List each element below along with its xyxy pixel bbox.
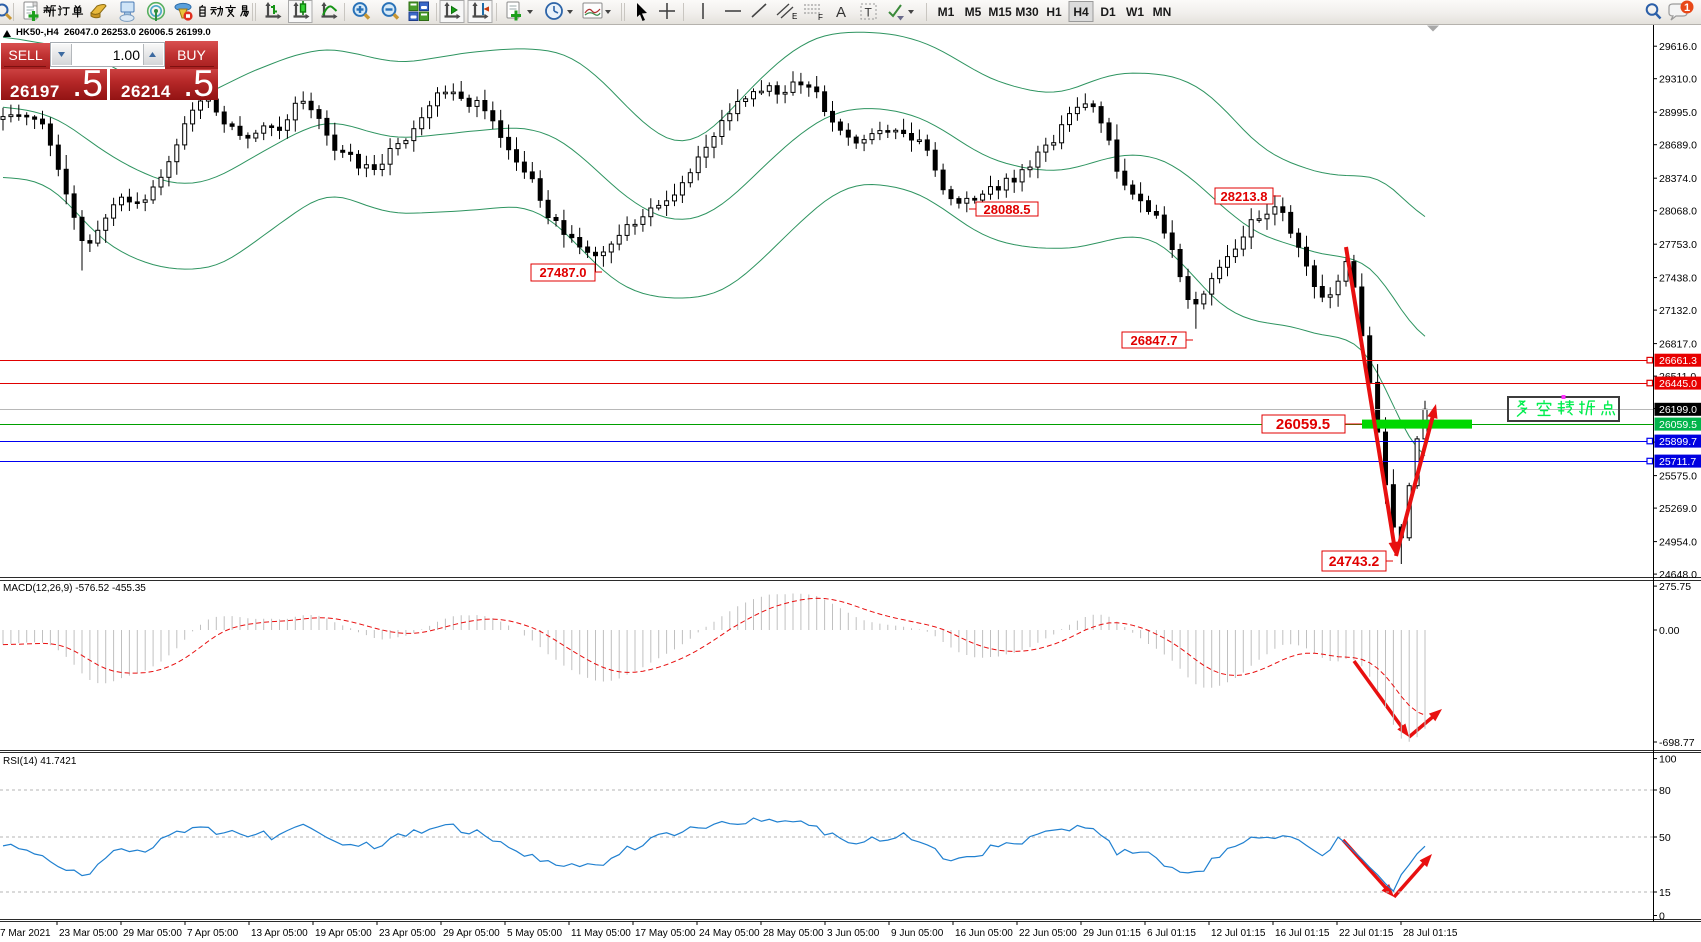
svg-text:29 Apr 05:00: 29 Apr 05:00: [443, 928, 500, 939]
svg-text:24954.0: 24954.0: [1659, 536, 1697, 548]
svg-text:29 Mar 05:00: 29 Mar 05:00: [123, 928, 182, 939]
svg-text:28374.0: 28374.0: [1659, 173, 1697, 185]
svg-text:7 Mar 2021: 7 Mar 2021: [0, 928, 51, 939]
svg-text:26199.0: 26199.0: [1659, 404, 1697, 416]
svg-text:28 Jul 01:15: 28 Jul 01:15: [1403, 928, 1458, 939]
svg-text:15: 15: [1659, 887, 1671, 899]
svg-text:0: 0: [1659, 910, 1665, 922]
svg-text:T: T: [865, 6, 873, 20]
svg-text:3 Jun 05:00: 3 Jun 05:00: [827, 928, 880, 939]
svg-text:27438.0: 27438.0: [1659, 272, 1697, 284]
svg-text:D1: D1: [1100, 5, 1116, 19]
svg-text:RSI(14) 41.7421: RSI(14) 41.7421: [3, 756, 77, 767]
svg-text:29616.0: 29616.0: [1659, 41, 1697, 53]
svg-text:50: 50: [1659, 832, 1671, 844]
svg-text:26059.5: 26059.5: [1276, 416, 1330, 433]
svg-text:M5: M5: [965, 5, 982, 19]
svg-text:MN: MN: [1153, 5, 1172, 19]
svg-text:23 Mar 05:00: 23 Mar 05:00: [59, 928, 118, 939]
svg-text:25711.7: 25711.7: [1659, 456, 1696, 468]
svg-text:100: 100: [1659, 753, 1677, 765]
svg-text:28995.0: 28995.0: [1659, 107, 1697, 119]
svg-text:W1: W1: [1126, 5, 1144, 19]
svg-text:-698.77: -698.77: [1659, 737, 1695, 749]
svg-text:F: F: [818, 13, 823, 22]
svg-text:28068.0: 28068.0: [1659, 206, 1697, 218]
svg-text:26817.0: 26817.0: [1659, 338, 1697, 350]
svg-text:26445.0: 26445.0: [1659, 378, 1697, 390]
svg-text:H4: H4: [1073, 5, 1089, 19]
svg-text:24743.2: 24743.2: [1329, 553, 1380, 569]
svg-text:M15: M15: [988, 5, 1012, 19]
svg-text:27132.0: 27132.0: [1659, 305, 1697, 317]
svg-text:6 Jul 01:15: 6 Jul 01:15: [1147, 928, 1196, 939]
svg-text:25575.0: 25575.0: [1659, 470, 1697, 482]
svg-text:26847.7: 26847.7: [1131, 333, 1178, 348]
svg-text:M1: M1: [938, 5, 955, 19]
svg-text:28 May 05:00: 28 May 05:00: [763, 928, 824, 939]
svg-text:28088.5: 28088.5: [984, 202, 1031, 217]
svg-text:275.75: 275.75: [1659, 581, 1691, 593]
svg-text:24 May 05:00: 24 May 05:00: [699, 928, 760, 939]
svg-text:7 Apr 05:00: 7 Apr 05:00: [187, 928, 239, 939]
svg-text:11 May 05:00: 11 May 05:00: [571, 928, 631, 939]
svg-text:M30: M30: [1015, 5, 1039, 19]
svg-text:28689.0: 28689.0: [1659, 140, 1697, 152]
svg-text:22 Jun 05:00: 22 Jun 05:00: [1019, 928, 1077, 939]
svg-text:23 Apr 05:00: 23 Apr 05:00: [379, 928, 436, 939]
svg-text:28213.8: 28213.8: [1221, 189, 1268, 204]
svg-text:17 May 05:00: 17 May 05:00: [635, 928, 696, 939]
svg-text:19 Apr 05:00: 19 Apr 05:00: [315, 928, 372, 939]
svg-text:29 Jun 01:15: 29 Jun 01:15: [1083, 928, 1141, 939]
svg-text:A: A: [836, 4, 846, 21]
svg-text:13 Apr 05:00: 13 Apr 05:00: [251, 928, 308, 939]
svg-text:12 Jul 01:15: 12 Jul 01:15: [1211, 928, 1266, 939]
svg-text:24648.0: 24648.0: [1659, 569, 1697, 581]
svg-text:80: 80: [1659, 785, 1671, 797]
svg-text:MACD(12,26,9) -576.52 -455.35: MACD(12,26,9) -576.52 -455.35: [3, 583, 146, 594]
svg-text:16 Jun 05:00: 16 Jun 05:00: [955, 928, 1013, 939]
svg-text:9 Jun 05:00: 9 Jun 05:00: [891, 928, 944, 939]
svg-text:25899.7: 25899.7: [1659, 436, 1697, 448]
svg-text:E: E: [792, 12, 797, 21]
svg-text:29310.0: 29310.0: [1659, 74, 1697, 86]
svg-text:27487.0: 27487.0: [540, 265, 587, 280]
svg-text:1: 1: [1684, 2, 1690, 14]
svg-text:26661.3: 26661.3: [1659, 355, 1697, 367]
svg-text:22 Jul 01:15: 22 Jul 01:15: [1339, 928, 1394, 939]
svg-text:25269.0: 25269.0: [1659, 503, 1697, 515]
svg-text:0.00: 0.00: [1659, 625, 1680, 637]
svg-text:16 Jul 01:15: 16 Jul 01:15: [1275, 928, 1330, 939]
svg-text:H1: H1: [1046, 5, 1062, 19]
svg-text:27753.0: 27753.0: [1659, 239, 1697, 251]
svg-text:5 May 05:00: 5 May 05:00: [507, 928, 562, 939]
svg-text:26059.5: 26059.5: [1659, 419, 1697, 431]
